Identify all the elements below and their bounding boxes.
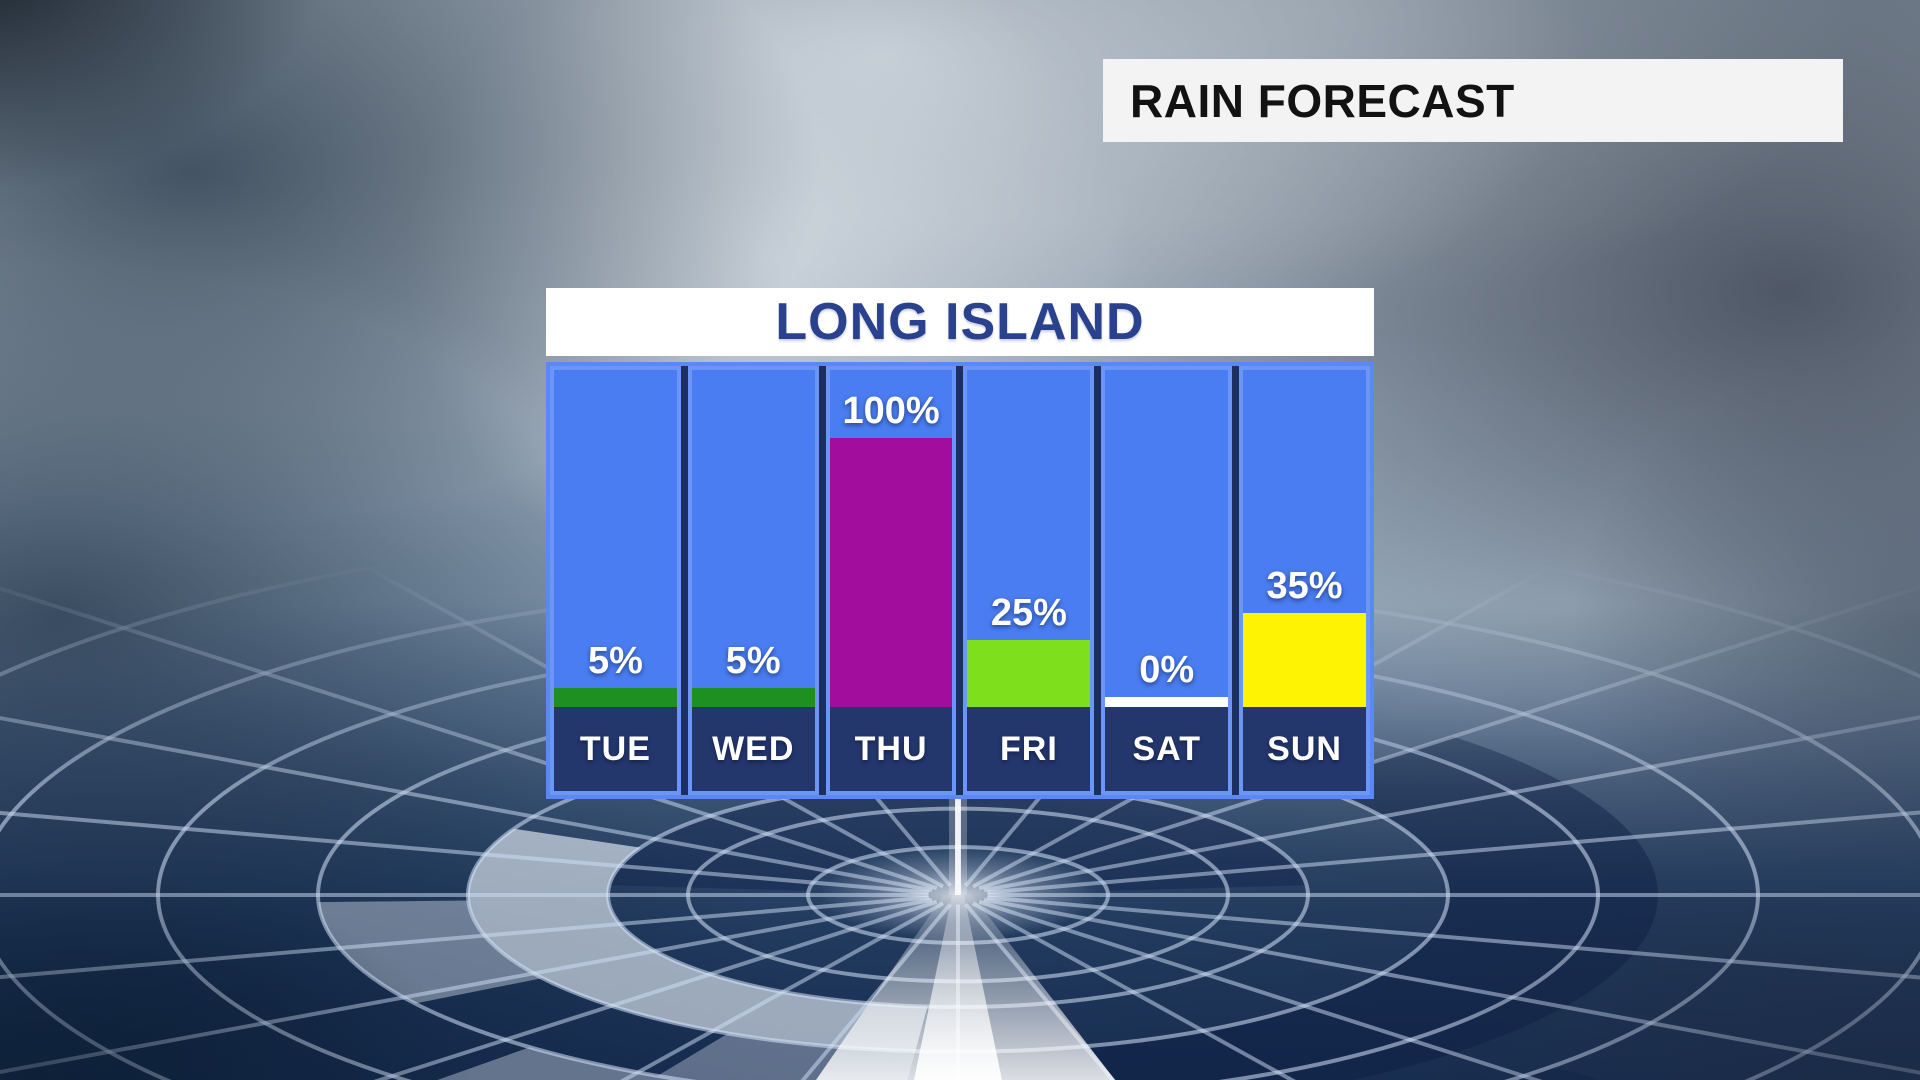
value-label: 5% — [587, 640, 643, 682]
bar-zone: 5% — [554, 370, 677, 707]
day-column-wed: 5% WED — [687, 366, 819, 795]
chart-title-bar: LONG ISLAND — [546, 288, 1374, 356]
day-label: FRI — [967, 707, 1091, 791]
day-label: WED — [691, 707, 815, 791]
value-label: 25% — [990, 592, 1067, 634]
day-label: THU — [829, 707, 953, 791]
bar-zone: 35% — [1243, 370, 1366, 707]
day-column-fri: 25% FRI — [963, 366, 1095, 795]
bar-zone: 100% — [829, 370, 953, 707]
day-label: SAT — [1105, 707, 1229, 791]
chart-title: LONG ISLAND — [775, 293, 1145, 351]
day-column-sun: 35% SUN — [1239, 366, 1370, 795]
day-column-thu: 100% THU — [825, 366, 957, 795]
day-label: SUN — [1243, 707, 1366, 791]
rain-forecast-banner: RAIN FORECAST — [1103, 59, 1843, 142]
chart-columns: 5% TUE 5% WED 100% THU — [546, 362, 1374, 799]
day-column-sat: 0% SAT — [1101, 366, 1233, 795]
rain-bar — [1243, 613, 1366, 707]
value-label: 5% — [725, 640, 781, 682]
value-label: 0% — [1139, 649, 1195, 691]
bar-zone: 25% — [967, 370, 1091, 707]
forecast-chart: LONG ISLAND 5% TUE 5% WED 100% — [546, 288, 1374, 799]
rain-bar — [967, 640, 1091, 707]
bar-zone: 5% — [691, 370, 815, 707]
rain-bar — [829, 438, 953, 707]
rain-bar — [1105, 697, 1229, 707]
banner-title: RAIN FORECAST — [1130, 74, 1515, 127]
rain-bar — [554, 688, 677, 707]
day-column-tue: 5% TUE — [550, 366, 681, 795]
value-label: 35% — [1266, 565, 1343, 607]
value-label: 100% — [842, 390, 940, 432]
rain-bar — [691, 688, 815, 707]
day-label: TUE — [554, 707, 677, 791]
bar-zone: 0% — [1105, 370, 1229, 707]
